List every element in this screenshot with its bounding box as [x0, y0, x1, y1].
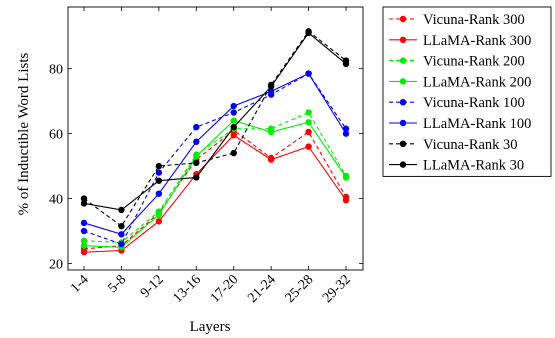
- data-point: [118, 231, 125, 238]
- data-point: [155, 190, 163, 197]
- legend-marker: [399, 119, 407, 127]
- legend-marker: [399, 161, 407, 168]
- legend-label: LLaMA-Rank 200: [423, 74, 531, 90]
- data-point: [80, 219, 88, 227]
- plot-area: [80, 28, 350, 256]
- y-tick-label: 40: [49, 193, 63, 208]
- data-point: [80, 242, 88, 249]
- series-line: [83, 120, 347, 248]
- legend-label: Vicuna-Rank 200: [423, 54, 525, 70]
- data-point: [230, 109, 237, 116]
- legend-marker: [399, 15, 407, 23]
- data-point: [230, 123, 237, 131]
- data-point: [305, 70, 312, 77]
- data-point: [267, 83, 275, 90]
- legend-marker: [399, 57, 407, 64]
- data-point: [155, 211, 163, 219]
- x-tick-label: 21-24: [245, 272, 279, 306]
- legend-marker: [399, 140, 407, 147]
- series-line: [83, 134, 347, 253]
- series-line: [83, 72, 347, 235]
- data-point: [230, 117, 237, 124]
- series-llama-rank-100: [80, 70, 350, 238]
- x-tick-label: 5-8: [105, 272, 129, 296]
- legend-box: [382, 6, 552, 177]
- data-point: [155, 218, 163, 225]
- data-point: [118, 240, 125, 248]
- data-point: [305, 29, 312, 37]
- series-llama-rank-200: [80, 117, 350, 251]
- data-point: [80, 200, 88, 207]
- data-point: [193, 174, 200, 181]
- legend-label: LLaMA-Rank 100: [423, 116, 531, 132]
- y-tick-label: 20: [49, 258, 63, 273]
- series-llama-rank-30: [80, 29, 350, 214]
- data-point: [342, 174, 350, 181]
- legend-marker: [399, 99, 407, 106]
- legend-marker: [399, 36, 407, 43]
- y-tick-label: 60: [49, 128, 63, 143]
- data-point: [193, 159, 200, 167]
- data-point: [80, 248, 88, 256]
- data-point: [230, 132, 237, 139]
- legend-label: LLaMA-Rank 30: [423, 158, 524, 174]
- y-axis-label: % of Inductible Word Lists: [16, 53, 32, 216]
- data-point: [155, 169, 163, 176]
- data-point: [305, 119, 312, 126]
- series-line: [83, 30, 347, 227]
- data-point: [230, 102, 237, 110]
- data-point: [80, 227, 88, 235]
- legend-label: Vicuna-Rank 300: [423, 12, 525, 28]
- legend-label: Vicuna-Rank 30: [423, 137, 518, 153]
- x-tick-label: 1-4: [68, 272, 92, 296]
- data-point: [193, 123, 200, 131]
- data-point: [342, 60, 350, 68]
- legend-label: LLaMA-Rank 300: [423, 33, 531, 49]
- data-point: [80, 195, 88, 202]
- series-line: [83, 32, 347, 211]
- x-tick-label: 29-32: [320, 272, 354, 306]
- data-point: [118, 206, 125, 214]
- data-point: [342, 130, 350, 137]
- data-point: [305, 143, 312, 150]
- x-tick-label: 13-16: [170, 272, 204, 306]
- data-point: [193, 153, 200, 160]
- data-point: [155, 162, 163, 170]
- data-point: [267, 156, 275, 163]
- legend-label: Vicuna-Rank 100: [423, 95, 525, 111]
- series-line: [83, 111, 347, 243]
- legend-marker: [399, 78, 407, 85]
- series-line: [83, 72, 347, 245]
- data-point: [267, 88, 275, 95]
- plot-frame: [67, 6, 364, 271]
- data-point: [118, 222, 125, 230]
- x-axis-label: Layers: [190, 319, 231, 335]
- legend: Vicuna-Rank 300 LLaMA-Rank 300 Vicuna-Rank…: [382, 6, 552, 177]
- data-point: [230, 149, 237, 157]
- data-point: [342, 196, 350, 204]
- x-tick-label: 17-20: [208, 272, 242, 306]
- data-point: [305, 128, 312, 136]
- x-tick-label: 25-28: [283, 272, 317, 306]
- series-vicuna-rank-30: [80, 28, 350, 230]
- series-line: [83, 129, 347, 250]
- y-tick-label: 80: [49, 63, 63, 78]
- series-vicuna-rank-100: [80, 70, 350, 248]
- x-tick-label: 9-12: [138, 272, 167, 301]
- data-point: [267, 128, 275, 136]
- data-point: [305, 109, 312, 116]
- data-point: [80, 237, 88, 244]
- data-point: [193, 138, 200, 145]
- data-point: [155, 177, 163, 184]
